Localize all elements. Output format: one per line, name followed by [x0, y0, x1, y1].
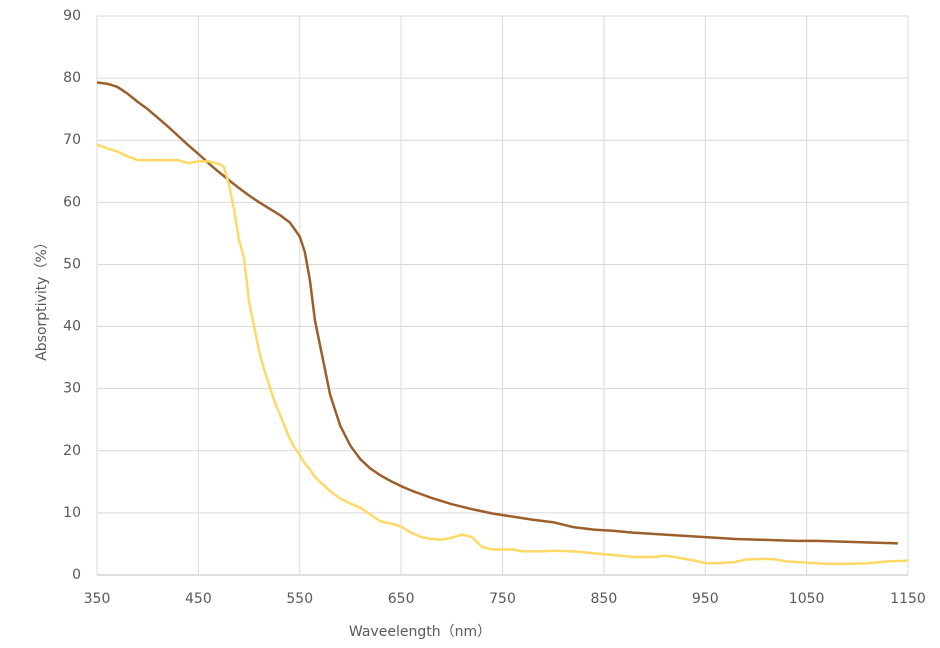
- y-tick-label: 70: [63, 132, 81, 148]
- x-tick-label: 850: [591, 591, 618, 607]
- x-tick-label: 1150: [890, 591, 926, 607]
- x-tick-label: 450: [185, 591, 212, 607]
- x-tick-label: 350: [84, 591, 111, 607]
- y-tick-label: 80: [63, 70, 81, 86]
- x-tick-label: 950: [692, 591, 719, 607]
- x-axis-label: Waveelength（nm）: [349, 624, 491, 640]
- x-tick-label: 650: [388, 591, 415, 607]
- y-tick-label: 30: [63, 381, 81, 397]
- y-tick-label: 20: [63, 443, 81, 459]
- y-axis-label: Absorptivity（%）: [34, 235, 50, 361]
- y-tick-label: 40: [63, 319, 81, 335]
- y-tick-label: 0: [72, 567, 81, 583]
- series-line: [96, 81, 898, 545]
- x-tick-label: 1050: [789, 591, 825, 607]
- y-tick-label: 50: [63, 256, 81, 272]
- y-tick-label: 10: [63, 505, 81, 521]
- x-tick-label: 550: [286, 591, 313, 607]
- y-tick-label: 60: [63, 194, 81, 210]
- series-line: [96, 143, 909, 566]
- x-tick-label: 750: [489, 591, 516, 607]
- y-tick-label: 90: [63, 8, 81, 24]
